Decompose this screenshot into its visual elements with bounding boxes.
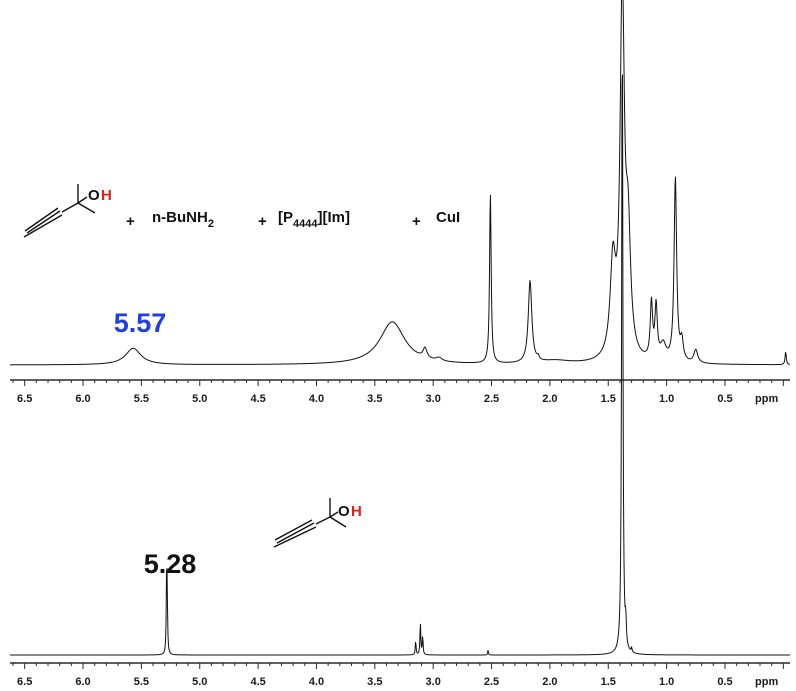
- axis-tick-label: 3.5: [367, 676, 382, 688]
- spectrum-top: 6.5 6.0 5.5 5.0 4.5 4.0 3.5 3.0 2.5 2.0 1.5 1.0 0.5 …: [10, 0, 791, 405]
- axis-tick-label: 3.5: [367, 393, 382, 405]
- axis-tick-label: 4.5: [250, 393, 265, 405]
- axis-ticks-top: [12, 380, 784, 386]
- axis-tick-label: 0.5: [717, 676, 732, 688]
- axis-tick-label: 1.5: [601, 393, 616, 405]
- axis-tick-label: 4.0: [309, 393, 324, 405]
- peak-annotation-bottom: 5.28: [144, 549, 197, 579]
- plus-sign-3: +: [412, 213, 421, 230]
- hydroxyl-o-top: O: [88, 187, 100, 204]
- axis-tick-label: 3.0: [426, 676, 441, 688]
- reagent-copper-iodide: CuI: [436, 209, 460, 226]
- axis-tick-label: 5.5: [134, 393, 149, 405]
- axis-unit-label-top: ppm: [755, 393, 778, 405]
- reagent-ionic-liquid: [P4444][Im]: [278, 209, 350, 230]
- axis-tick-label: 5.0: [192, 676, 207, 688]
- axis-tick-label: 2.0: [542, 676, 557, 688]
- axis-tick-label: 4.0: [309, 676, 324, 688]
- reagent-butylamine: n-BuNH2: [152, 209, 214, 230]
- spectrum-trace-bottom: [10, 74, 790, 656]
- molecule-structure-top: [23, 184, 96, 238]
- axis-tick-labels-bottom: 6.5 6.0 5.5 5.0 4.5 4.0 3.5 3.0 2.5 2.0 1.5 1.0 0.5: [17, 676, 733, 688]
- axis-tick-label: 6.0: [75, 676, 90, 688]
- axis-tick-labels-top: 6.5 6.0 5.5 5.0 4.5 4.0 3.5 3.0 2.5 2.0 1.5 1.0 0.5: [17, 393, 733, 405]
- axis-tick-label: 3.0: [426, 393, 441, 405]
- spectrum-trace-top: [10, 0, 791, 366]
- axis-unit-label-bottom: ppm: [755, 676, 778, 688]
- axis-tick-label: 6.5: [17, 676, 32, 688]
- hydroxyl-h-bottom: H: [351, 503, 362, 520]
- axis-tick-label: 1.0: [659, 676, 674, 688]
- axis-tick-label: 5.0: [192, 393, 207, 405]
- axis-tick-label: 1.0: [659, 393, 674, 405]
- reaction-scheme-text: + n-BuNH2 + [P4444][Im] + CuI: [126, 209, 460, 230]
- axis-tick-label: 1.5: [601, 676, 616, 688]
- peak-annotation-top: 5.57: [114, 308, 167, 338]
- axis-tick-label: 0.5: [717, 393, 732, 405]
- axis-tick-label: 2.5: [484, 676, 499, 688]
- hydroxyl-o-bottom: O: [338, 503, 350, 520]
- axis-tick-label: 2.0: [542, 393, 557, 405]
- plus-sign-2: +: [258, 213, 267, 230]
- spectrum-bottom: 6.5 6.0 5.5 5.0 4.5 4.0 3.5 3.0 2.5 2.0 1.5 1.0 0.5 …: [10, 74, 790, 688]
- plus-sign-1: +: [126, 213, 135, 230]
- axis-tick-label: 5.5: [134, 676, 149, 688]
- axis-tick-label: 4.5: [250, 676, 265, 688]
- axis-tick-label: 2.5: [484, 393, 499, 405]
- hydroxyl-h-top: H: [101, 187, 112, 204]
- axis-tick-label: 6.0: [75, 393, 90, 405]
- molecule-structure-bottom: [273, 498, 347, 548]
- axis-tick-label: 6.5: [17, 393, 32, 405]
- axis-ticks-bottom: [12, 663, 784, 669]
